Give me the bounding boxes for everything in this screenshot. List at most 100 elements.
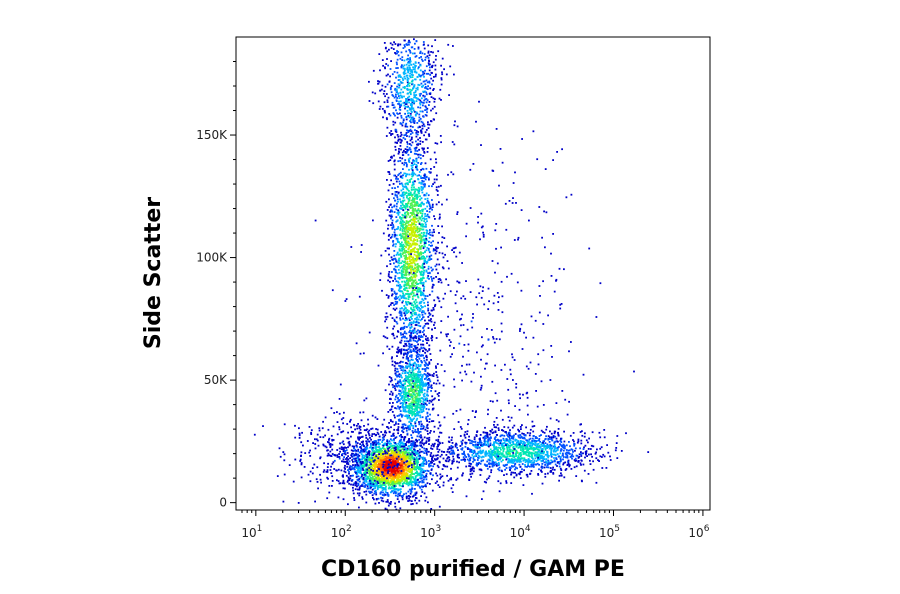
event-dot: [367, 457, 369, 460]
event-dot: [428, 443, 430, 445]
event-dot: [419, 210, 422, 212]
event-dot: [411, 314, 414, 317]
event-dot: [387, 235, 390, 237]
event-dot: [419, 386, 422, 388]
event-dot: [395, 384, 398, 387]
event-dot: [428, 379, 431, 381]
event-dot: [389, 313, 392, 316]
event-dot: [421, 481, 424, 484]
event-dot: [370, 446, 372, 449]
event-dot: [378, 449, 380, 452]
event-dot: [406, 480, 408, 483]
event-dot: [414, 385, 417, 388]
event-dot: [424, 215, 427, 218]
event-dot: [395, 396, 397, 398]
event-dot: [339, 450, 341, 453]
event-dot: [410, 481, 413, 484]
event-dot: [412, 495, 415, 498]
event-dot: [399, 138, 401, 141]
event-dot: [400, 333, 402, 336]
event-dot: [404, 211, 407, 214]
event-dot: [419, 290, 422, 292]
event-dot: [361, 448, 363, 451]
event-dot: [407, 253, 410, 256]
event-dot: [385, 200, 388, 203]
event-dot: [416, 332, 419, 335]
event-dot: [421, 368, 424, 370]
event-dot: [388, 440, 391, 443]
event-dot: [421, 298, 424, 300]
event-dot: [381, 457, 384, 460]
event-dot: [428, 312, 431, 314]
event-dot: [365, 477, 367, 480]
event-dot: [397, 264, 400, 267]
event-dot: [420, 381, 423, 384]
event-dot: [423, 383, 426, 386]
event-dot: [414, 499, 416, 502]
event-dot: [370, 454, 373, 457]
event-dot: [399, 284, 402, 287]
event-dot: [399, 410, 402, 412]
event-dot: [411, 171, 414, 174]
event-dot: [407, 357, 409, 359]
event-dot: [408, 406, 411, 409]
event-dot: [398, 271, 401, 274]
event-dot: [394, 398, 397, 401]
event-dot: [377, 451, 380, 453]
event-dot: [370, 444, 372, 447]
event-dot: [417, 290, 420, 293]
event-dot: [425, 461, 428, 464]
event-dot: [398, 248, 401, 251]
event-dot: [423, 294, 426, 297]
event-dot: [351, 479, 354, 481]
event-dot: [384, 491, 387, 493]
event-dot: [416, 209, 419, 212]
event-dot: [409, 495, 411, 498]
event-dot: [405, 395, 408, 398]
event-dot: [435, 382, 438, 385]
event-dot: [397, 160, 400, 163]
event-dot: [426, 423, 429, 426]
event-dot: [382, 335, 385, 338]
event-dot: [406, 230, 409, 233]
event-dot: [374, 470, 377, 473]
event-dot: [419, 468, 422, 471]
event-dot: [420, 294, 423, 297]
event-dot: [409, 191, 412, 194]
event-dot: [397, 370, 400, 373]
event-dot: [375, 483, 378, 486]
event-dot: [403, 284, 406, 287]
event-dot: [384, 443, 387, 446]
event-dot: [383, 477, 385, 480]
event-dot: [409, 215, 412, 218]
event-dot: [396, 116, 399, 119]
event-dot: [394, 361, 396, 363]
event-dot: [406, 391, 409, 394]
event-dot: [401, 183, 404, 186]
event-dot: [400, 462, 402, 465]
event-dot: [402, 391, 405, 394]
event-dot: [405, 332, 408, 335]
event-dot: [409, 345, 412, 347]
event-dot: [394, 265, 397, 268]
event-dot: [370, 465, 372, 468]
event-dot: [424, 221, 427, 224]
event-dot: [363, 429, 366, 431]
event-dot: [402, 470, 405, 473]
event-dot: [418, 438, 421, 441]
event-dot: [425, 249, 428, 252]
event-dot: [422, 476, 425, 478]
event-dot: [407, 311, 410, 314]
event-dot: [401, 376, 403, 379]
event-dot: [411, 232, 413, 235]
event-dot: [435, 178, 438, 181]
event-dot: [423, 329, 425, 332]
event-dot: [409, 478, 412, 481]
event-dot: [394, 298, 397, 300]
event-dot: [421, 224, 424, 227]
event-dot: [402, 427, 405, 430]
event-dot: [426, 213, 429, 216]
event-dot: [423, 72, 426, 75]
event-dot: [405, 458, 408, 461]
event-dot: [416, 353, 419, 355]
